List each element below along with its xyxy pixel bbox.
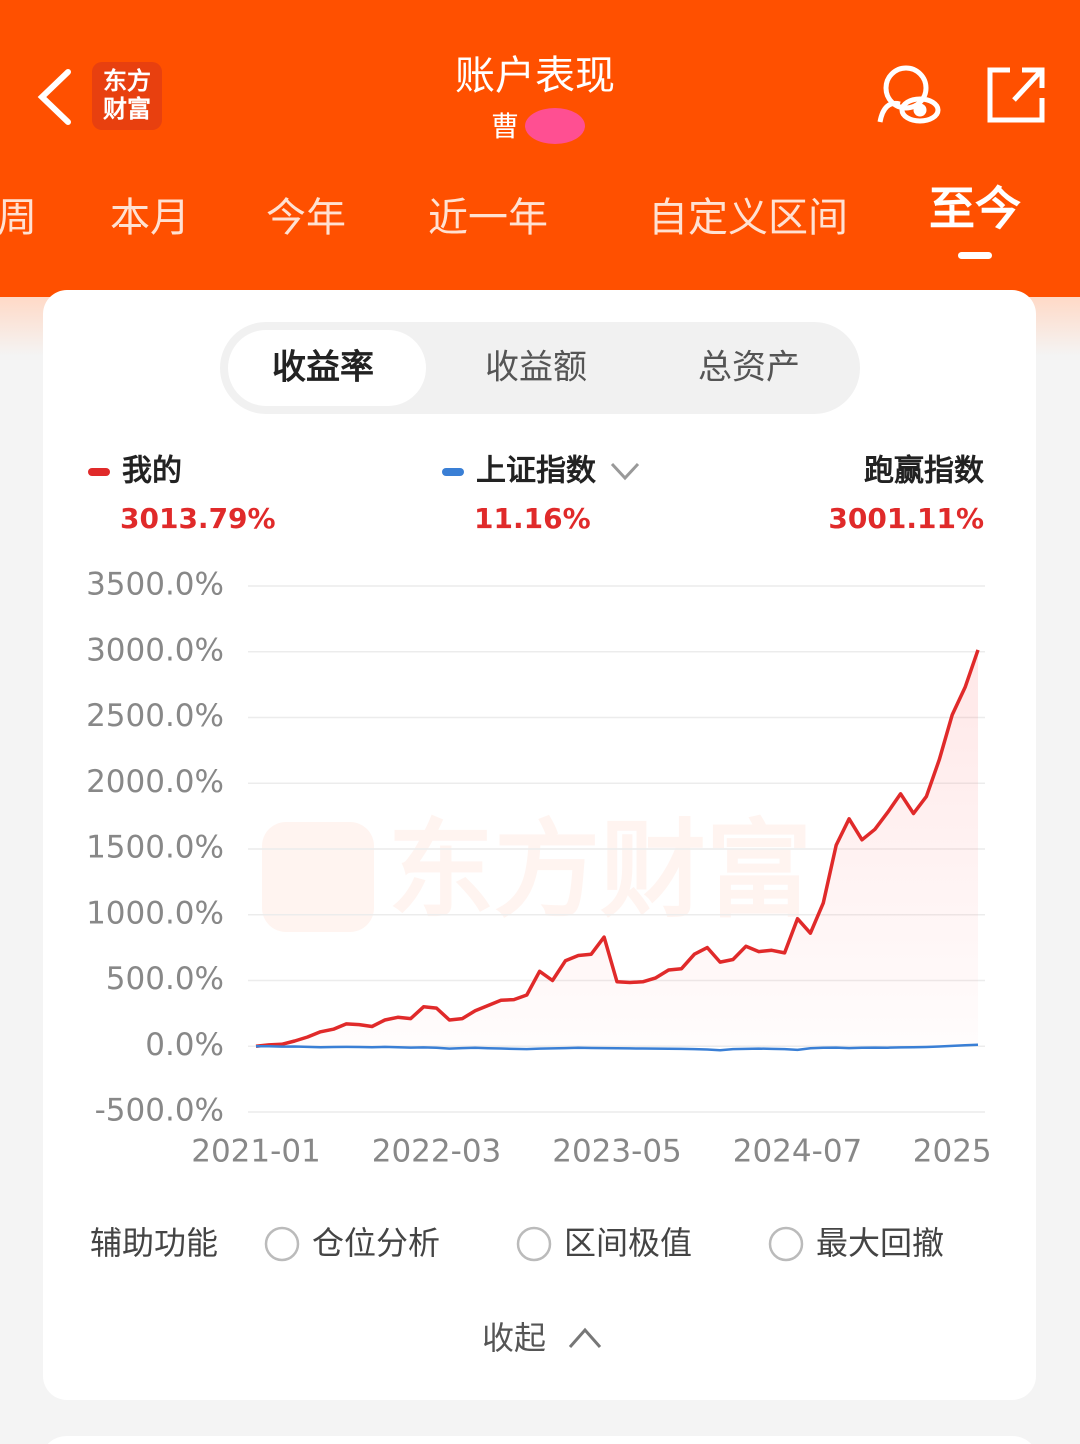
area: [256, 649, 978, 1047]
x-tick-label: 2024-07: [733, 1134, 863, 1170]
x-tick-label: 2022-03: [372, 1134, 502, 1170]
tab[interactable]: 至今: [929, 182, 1021, 236]
y-tick-label: 500.0%: [106, 961, 224, 997]
index-dropdown[interactable]: [610, 462, 640, 481]
tab[interactable]: 自定义区间: [648, 195, 848, 241]
tab[interactable]: 本月: [110, 195, 190, 241]
watermark-text: 东方财富: [388, 809, 812, 932]
legend-swatch: [88, 468, 110, 476]
segment-selected: [228, 330, 426, 406]
x-tick-label: 2023-05: [552, 1134, 682, 1170]
line: [255, 649, 980, 1049]
y-tick-label: 3500.0%: [86, 567, 224, 603]
radio[interactable]: [516, 1226, 552, 1262]
x-tick-label: 2025: [913, 1134, 992, 1170]
watch-icon[interactable]: [877, 65, 941, 124]
collapse-button[interactable]: 收起: [482, 1319, 546, 1357]
y-tick-label: 1000.0%: [86, 895, 224, 931]
line: [256, 1043, 979, 1052]
radio[interactable]: [264, 1226, 300, 1262]
y-tick-label: 1500.0%: [86, 830, 224, 866]
legend-label: 上证指数: [476, 454, 597, 489]
series-total: 11.16%: [474, 502, 591, 535]
aux-option[interactable]: 区间极值: [564, 1224, 692, 1262]
user-name: 曹: [491, 110, 519, 143]
y-tick-label: 3000.0%: [86, 632, 224, 668]
header: [0, 0, 1080, 297]
excess-name: 跑赢指数: [864, 454, 985, 489]
aux-option[interactable]: 最大回撤: [816, 1224, 944, 1262]
y-tick-label: -500.0%: [95, 1093, 224, 1129]
tab[interactable]: 近一年: [428, 195, 548, 241]
y-tick-label: 2000.0%: [86, 764, 224, 800]
collapse-chevron[interactable]: [568, 1327, 602, 1348]
excess-value: 3001.11%: [828, 502, 984, 535]
segment[interactable]: 收益率: [272, 348, 374, 388]
series-total: 3013.79%: [120, 502, 276, 535]
segment[interactable]: 收益额: [485, 348, 587, 388]
aux-option[interactable]: 仓位分析: [312, 1224, 440, 1262]
logo-text: 财富: [103, 95, 151, 123]
page-title: 账户表现: [455, 53, 615, 99]
y-tick-label: 0.0%: [145, 1027, 224, 1063]
legend-swatch: [442, 468, 464, 476]
legend-label: 我的: [122, 454, 182, 489]
tab[interactable]: 周: [0, 195, 37, 241]
card: [43, 290, 1036, 1400]
logo: [92, 62, 162, 130]
radio[interactable]: [768, 1226, 804, 1262]
tab[interactable]: 今年: [266, 195, 346, 241]
watermark: 东方财富: [262, 809, 812, 932]
next-card: [47, 1436, 1032, 1444]
back-button[interactable]: [37, 69, 71, 125]
x-tick-label: 2021-01: [191, 1134, 321, 1170]
share-icon[interactable]: [987, 67, 1045, 123]
y-tick-label: 2500.0%: [86, 698, 224, 734]
redaction: [525, 108, 585, 144]
segment[interactable]: 总资产: [698, 348, 800, 388]
logo-text: 东方: [103, 67, 151, 95]
aux-label: 辅助功能: [90, 1224, 218, 1262]
tab-underline: [958, 252, 992, 259]
